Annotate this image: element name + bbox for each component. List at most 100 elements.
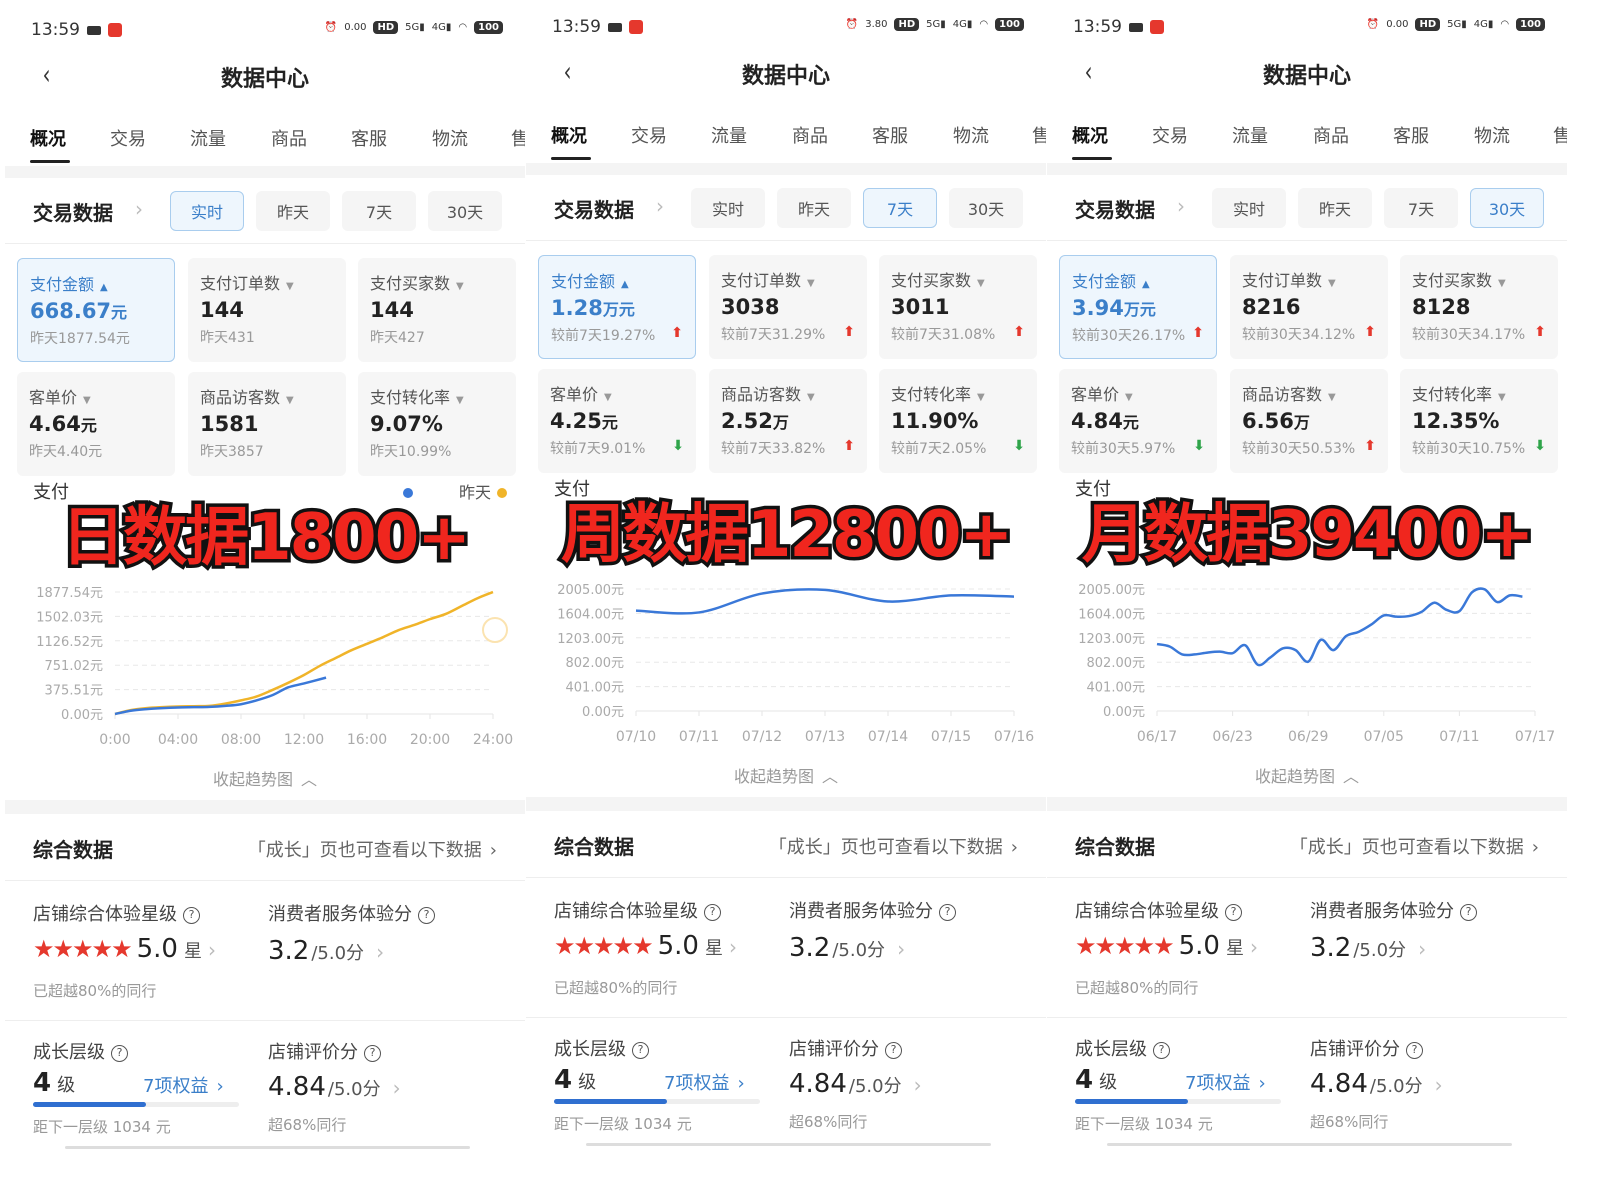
service-score-value[interactable]: 3.2/5.0分 ›: [1310, 933, 1426, 963]
metric-card[interactable]: 支付转化率 ▼ 12.35% 较前30天10.75% ⬇: [1400, 369, 1558, 473]
tab-5[interactable]: 物流: [953, 126, 989, 147]
metric-card[interactable]: 支付订单数 ▼ 3038 较前7天31.29% ⬆: [709, 255, 867, 359]
tab-3[interactable]: 商品: [1313, 126, 1349, 147]
tab-2[interactable]: 流量: [190, 129, 226, 150]
tab-1[interactable]: 交易: [1152, 126, 1188, 147]
range-button-2[interactable]: 7天: [863, 188, 937, 228]
star-level-value[interactable]: ★★★★★ 5.0 星 ›: [1075, 931, 1258, 961]
metric-card[interactable]: 支付买家数 ▼ 8128 较前30天34.17% ⬆: [1400, 255, 1558, 359]
back-icon[interactable]: ‹: [1084, 55, 1093, 88]
y-tick-label: 802.00元: [1087, 656, 1146, 671]
range-button-1[interactable]: 昨天: [256, 191, 330, 231]
caret-down-icon: ▼: [977, 392, 985, 403]
help-icon[interactable]: ?: [1406, 1042, 1423, 1059]
growth-page-link[interactable]: 「成长」页也可查看以下数据 ›: [248, 836, 497, 862]
metric-card[interactable]: 支付转化率 ▼ 11.90% 较前7天2.05% ⬇: [879, 369, 1037, 473]
tab-2[interactable]: 流量: [711, 126, 747, 147]
tab-1[interactable]: 交易: [631, 126, 667, 147]
metric-card[interactable]: 商品访客数 ▼ 2.52万 较前7天33.82% ⬆: [709, 369, 867, 473]
benefits-link[interactable]: 7项权益 ›: [143, 1072, 224, 1098]
section-title-trade-data[interactable]: 交易数据: [33, 201, 113, 225]
help-icon[interactable]: ?: [418, 907, 435, 924]
growth-level-unit: 级: [1099, 1072, 1118, 1093]
range-button-0[interactable]: 实时: [691, 188, 765, 228]
tab-4[interactable]: 客服: [872, 126, 908, 147]
growth-page-link[interactable]: 「成长」页也可查看以下数据 ›: [1290, 833, 1539, 859]
store-review-value[interactable]: 4.84/5.0分 ›: [1310, 1069, 1443, 1099]
range-button-1[interactable]: 昨天: [1298, 188, 1372, 228]
tab-6[interactable]: 售: [511, 129, 525, 150]
tab-6[interactable]: 售: [1553, 126, 1567, 147]
metric-compare-text: 较前7天9.01%: [550, 441, 646, 457]
metric-compare-text: 较前30天5.97%: [1071, 441, 1176, 457]
range-button-3[interactable]: 30天: [428, 191, 502, 231]
tab-4[interactable]: 客服: [1393, 126, 1429, 147]
line-chart: 0.00元 401.00元 802.00元 1203.00元 1604.00元 2005.…: [1078, 583, 1555, 745]
range-button-0[interactable]: 实时: [170, 191, 244, 231]
range-button-3[interactable]: 30天: [1470, 188, 1544, 228]
collapse-chart-button[interactable]: 收起趋势图 ︿: [526, 763, 1046, 787]
service-score-value[interactable]: 3.2/5.0分 ›: [268, 936, 384, 966]
help-icon[interactable]: ?: [704, 904, 721, 921]
help-icon[interactable]: ?: [1153, 1042, 1170, 1059]
chevron-right-icon[interactable]: ›: [1177, 194, 1185, 218]
metric-card[interactable]: 支付转化率 ▼ 9.07% 昨天10.99%: [358, 372, 516, 476]
metric-card[interactable]: 支付金额 ▲ 1.28万元 较前7天19.27% ⬆: [538, 255, 696, 359]
metric-card[interactable]: 客单价 ▼ 4.64元 昨天4.40元: [17, 372, 175, 476]
tab-5[interactable]: 物流: [1474, 126, 1510, 147]
app-notification-icon: [1150, 20, 1164, 34]
chevron-right-icon[interactable]: ›: [656, 194, 664, 218]
help-icon[interactable]: ?: [939, 904, 956, 921]
tab-2[interactable]: 流量: [1232, 126, 1268, 147]
metric-card[interactable]: 支付订单数 ▼ 144 昨天431: [188, 258, 346, 362]
star-level-value[interactable]: ★★★★★ 5.0 星 ›: [33, 934, 216, 964]
service-score-value[interactable]: 3.2/5.0分 ›: [789, 933, 905, 963]
range-button-3[interactable]: 30天: [949, 188, 1023, 228]
help-icon[interactable]: ?: [364, 1045, 381, 1062]
section-title-trade-data[interactable]: 交易数据: [554, 198, 634, 222]
metric-card[interactable]: 支付金额 ▲ 668.67元 昨天1877.54元: [17, 258, 175, 362]
metric-card[interactable]: 客单价 ▼ 4.84元 较前30天5.97% ⬇: [1059, 369, 1217, 473]
tab-3[interactable]: 商品: [271, 129, 307, 150]
scroll-indicator[interactable]: [65, 1146, 470, 1149]
scroll-indicator[interactable]: [586, 1143, 991, 1146]
help-icon[interactable]: ?: [1225, 904, 1242, 921]
collapse-chart-button[interactable]: 收起趋势图 ︿: [5, 766, 525, 790]
section-title-trade-data[interactable]: 交易数据: [1075, 198, 1155, 222]
metric-card[interactable]: 支付金额 ▲ 3.94万元 较前30天26.17% ⬆: [1059, 255, 1217, 359]
tab-0[interactable]: 概况: [1072, 126, 1108, 147]
chevron-right-icon[interactable]: ›: [135, 197, 143, 221]
range-button-2[interactable]: 7天: [342, 191, 416, 231]
scroll-indicator[interactable]: [1107, 1143, 1512, 1146]
metric-card[interactable]: 支付买家数 ▼ 144 昨天427: [358, 258, 516, 362]
metric-card[interactable]: 商品访客数 ▼ 6.56万 较前30天50.53% ⬆: [1230, 369, 1388, 473]
metric-card[interactable]: 客单价 ▼ 4.25元 较前7天9.01% ⬇: [538, 369, 696, 473]
tab-0[interactable]: 概况: [30, 129, 66, 150]
tab-5[interactable]: 物流: [432, 129, 468, 150]
tab-3[interactable]: 商品: [792, 126, 828, 147]
store-review-value[interactable]: 4.84/5.0分 ›: [268, 1072, 401, 1102]
star-level-value[interactable]: ★★★★★ 5.0 星 ›: [554, 931, 737, 961]
growth-page-link[interactable]: 「成长」页也可查看以下数据 ›: [769, 833, 1018, 859]
benefits-link[interactable]: 7项权益 ›: [1185, 1069, 1266, 1095]
back-icon[interactable]: ‹: [42, 58, 51, 91]
tab-0[interactable]: 概况: [551, 126, 587, 147]
help-icon[interactable]: ?: [632, 1042, 649, 1059]
range-button-1[interactable]: 昨天: [777, 188, 851, 228]
tab-1[interactable]: 交易: [110, 129, 146, 150]
benefits-link[interactable]: 7项权益 ›: [664, 1069, 745, 1095]
tab-4[interactable]: 客服: [351, 129, 387, 150]
back-icon[interactable]: ‹: [563, 55, 572, 88]
store-review-value[interactable]: 4.84/5.0分 ›: [789, 1069, 922, 1099]
collapse-chart-button[interactable]: 收起趋势图 ︿: [1047, 763, 1567, 787]
range-button-2[interactable]: 7天: [1384, 188, 1458, 228]
metric-card[interactable]: 支付买家数 ▼ 3011 较前7天31.08% ⬆: [879, 255, 1037, 359]
range-button-0[interactable]: 实时: [1212, 188, 1286, 228]
help-icon[interactable]: ?: [111, 1045, 128, 1062]
help-icon[interactable]: ?: [1460, 904, 1477, 921]
help-icon[interactable]: ?: [183, 907, 200, 924]
help-icon[interactable]: ?: [885, 1042, 902, 1059]
tab-6[interactable]: 售: [1032, 126, 1046, 147]
metric-card[interactable]: 支付订单数 ▼ 8216 较前30天34.12% ⬆: [1230, 255, 1388, 359]
metric-card[interactable]: 商品访客数 ▼ 1581 昨天3857: [188, 372, 346, 476]
